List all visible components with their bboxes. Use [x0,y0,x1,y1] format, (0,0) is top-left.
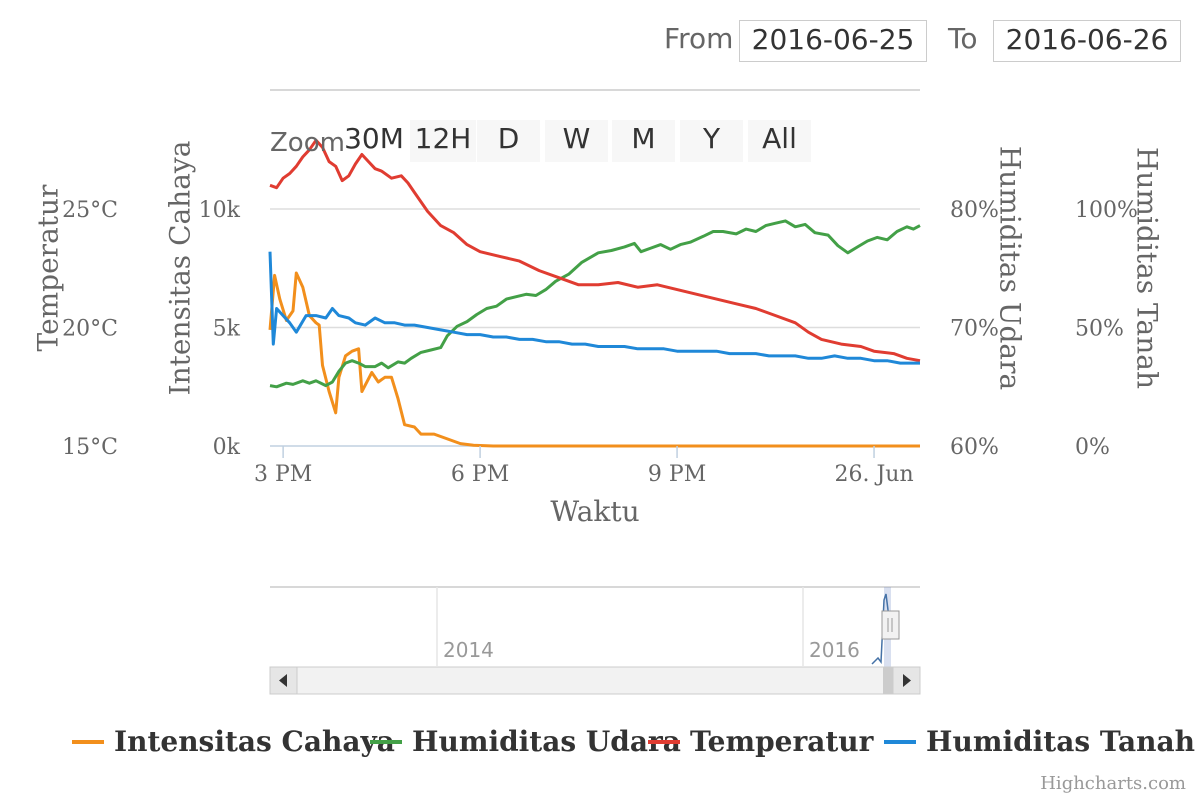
y-axis-title-udara: Humiditas Udara [994,146,1027,390]
chevron-left-icon [279,674,287,687]
y-tick-label-intensitas: 0k [213,435,241,460]
range-button-bg [748,120,811,162]
from-date-input[interactable]: 2016-06-25 [739,20,927,62]
chevron-right-icon [903,674,911,687]
legend-item-intensitas-cahaya[interactable]: Intensitas Cahaya [72,725,395,758]
to-date-input[interactable]: 2016-06-26 [993,20,1181,62]
y-tick-label-tanah: 50% [1075,317,1124,342]
range-button-bg [410,120,476,162]
navigator-year-label: 2016 [809,638,860,662]
credits-link[interactable]: Highcharts.com [1040,773,1186,794]
legend-label: Temperatur [690,725,875,758]
range-button-d[interactable]: D [477,120,540,162]
range-button-30m[interactable]: 30M [344,122,404,155]
navigator-handle-box [881,610,900,640]
y-tick-label-temperatur: 25°C [62,198,118,223]
range-button-label: M [631,122,655,155]
y-axis-title-intensitas: Intensitas Cahaya [164,141,197,396]
legend-label: Humiditas Tanah [926,725,1195,758]
series-line-intensitas-cahaya [268,271,920,448]
range-button-bg [477,120,540,162]
y-tick-label-intensitas: 10k [199,198,241,223]
range-button-bg [545,120,608,162]
range-button-m[interactable]: M [612,120,675,162]
y-axis-title-temperatur: Temperatur [32,184,65,351]
range-button-label: 30M [344,122,404,155]
scrollbar-thumb [883,667,893,694]
series-lines [268,138,921,448]
legend-item-temperatur[interactable]: Temperatur [648,725,875,758]
series-line-temperatur [269,138,921,363]
range-button-bg [612,120,675,162]
y-tick-label-temperatur: 20°C [62,317,118,342]
y-tick-label-udara: 80% [950,198,999,223]
range-button-y[interactable]: Y [680,120,743,162]
y-tick-label-intensitas: 5k [213,317,241,342]
range-button-label: Y [702,122,721,155]
y-tick-label-udara: 70% [950,317,999,342]
x-tick-label: 26. Jun [834,462,913,487]
navigator: 2014 2016 [269,586,921,695]
scrollbar-left-button[interactable] [269,666,298,695]
scrollbar-right-button[interactable] [892,666,921,695]
x-axis-title: Waktu [550,495,639,528]
legend: Intensitas Cahaya Humiditas Udara Temperat… [72,725,1195,794]
range-button-label: W [563,122,591,155]
y-tick-label-tanah: 0% [1075,435,1110,460]
range-button-label: All [762,122,797,155]
navigator-year-label: 2014 [443,638,494,662]
legend-item-humiditas-tanah[interactable]: Humiditas Tanah [884,725,1195,758]
x-tick-label: 3 PM [254,462,312,487]
series-line-humiditas-tanah [268,251,920,365]
range-button-12h[interactable]: 12H [410,120,476,162]
navigator-selected-range [884,587,891,694]
range-button-label: D [498,122,520,155]
navigator-series-line [871,593,891,665]
range-button-bg [680,120,743,162]
series-line-humiditas-udara [269,219,921,389]
navigator-handle[interactable] [881,610,900,640]
zoom-label: Zoom [270,128,345,158]
y-axis-title-tanah: Humiditas Tanah [1131,147,1164,389]
range-selector-buttons: Zoom 30M 12H D W M Y All [270,120,811,162]
y-tick-label-temperatur: 15°C [62,435,118,460]
y-tick-label-udara: 60% [950,435,999,460]
x-tick-label: 6 PM [451,462,509,487]
from-label: From [664,22,734,55]
legend-item-humiditas-udara[interactable]: Humiditas Udara [370,725,681,758]
legend-label: Humiditas Udara [412,725,681,758]
range-button-w[interactable]: W [545,120,608,162]
y-tick-label-tanah: 100% [1075,198,1138,223]
to-label: To [948,22,978,55]
range-button-all[interactable]: All [748,120,811,162]
scrollbar-track [269,666,921,695]
axes: 3 PM 6 PM 9 PM 26. Jun Waktu 15°C 20°C 25°CTemp… [32,141,1164,528]
x-tick-label: 9 PM [648,462,706,487]
legend-label: Intensitas Cahaya [114,725,395,758]
range-button-label: 12H [415,122,472,155]
